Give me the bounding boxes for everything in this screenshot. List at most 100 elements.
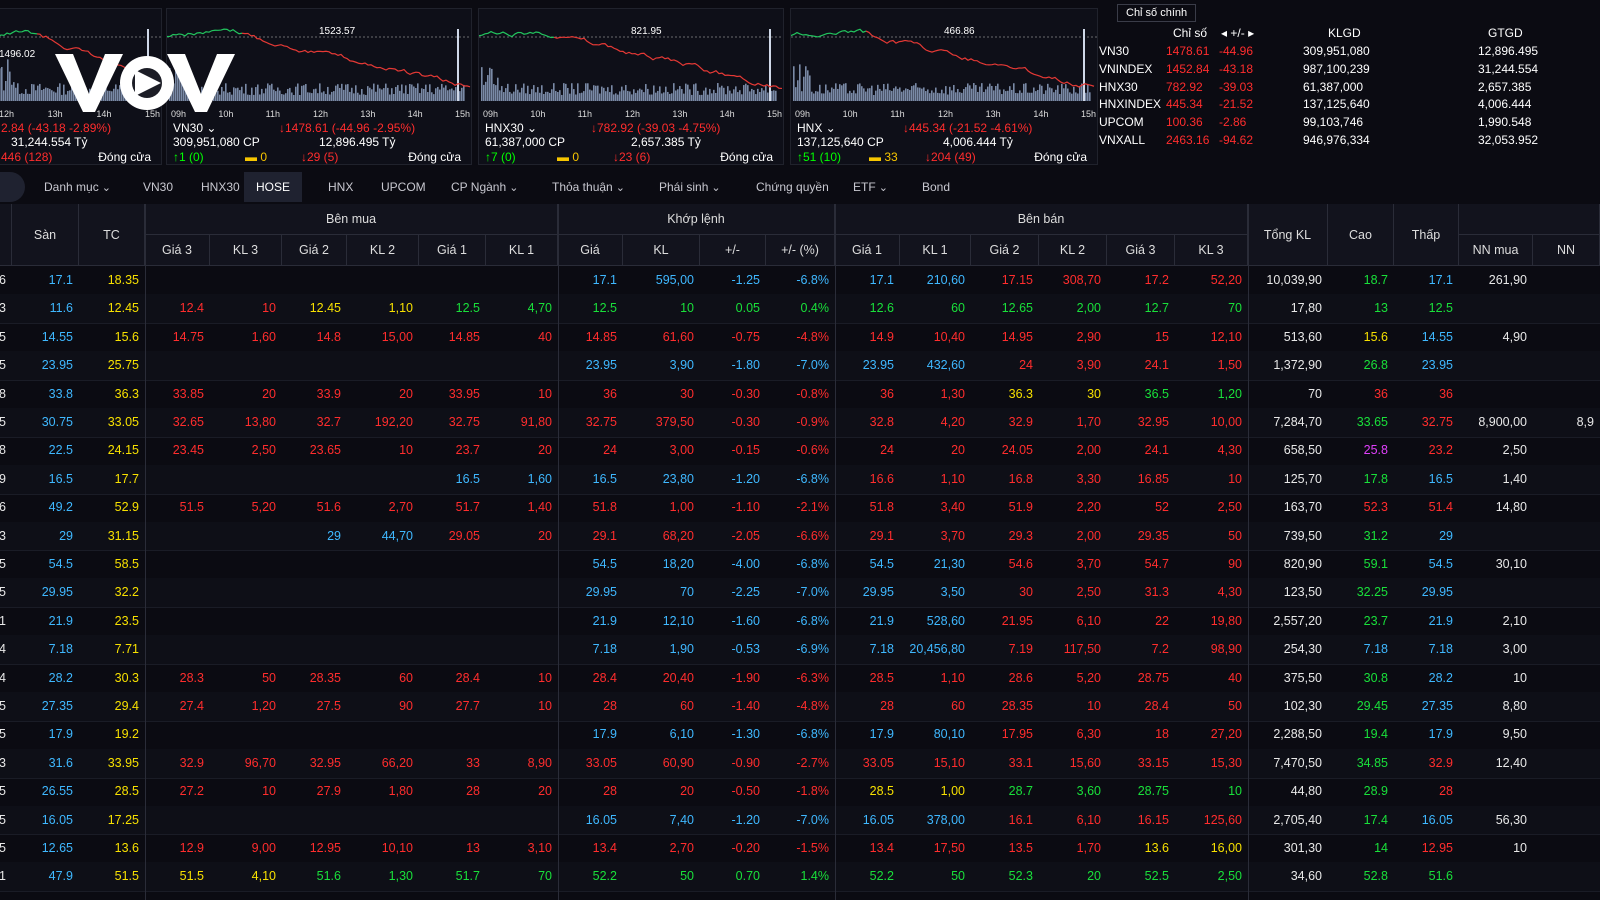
volume-bar [63, 84, 65, 101]
table-row[interactable]: 5 27.35 29.4 27.4 1,20 27.5 90 27.7 10 28 60 -1.40 -… [0, 692, 1600, 722]
time-tick: 15h [455, 109, 470, 119]
table-row[interactable]: 4 7.18 7.71 7.18 1,90 -0.53 -6.9% 7.18 20,456,80… [0, 635, 1600, 666]
table-row[interactable]: 3 29 31.15 29 44,70 29.05 20 29.1 68,20 -2.05 -6.6… [0, 521, 1600, 552]
index-chart-2[interactable]: 821.95 09h 10h 11h 12h 13h 14h 15h HNX30 ⌄ ↓782.9… [478, 8, 784, 165]
tab-hnx[interactable]: HNX [328, 172, 353, 202]
table-row[interactable]: 5 29.95 32.2 29.95 70 -2.25 -7.0% 29.95 3,50 30 2,… [0, 578, 1600, 609]
cell: 15,10 [933, 755, 965, 770]
menu-pill[interactable] [0, 172, 25, 202]
volume-bar [281, 94, 283, 101]
cell: -6.6% [796, 528, 829, 543]
volume-bar [429, 84, 431, 101]
index-value: 32,053.952 [1478, 133, 1539, 147]
volume-bar [337, 84, 339, 101]
tab-vn30[interactable]: VN30 [143, 172, 173, 202]
cell: -6.8% [796, 557, 829, 571]
index-selector[interactable]: VN30 ⌄ [173, 121, 217, 135]
volume-bar [523, 83, 525, 101]
tab-chứng-quyền[interactable]: Chứng quyền [756, 172, 829, 202]
index-chart-3[interactable]: 466.86 09h 10h 11h 12h 13h 14h 15h HNX ⌄ ↓445.34 … [790, 8, 1098, 165]
table-row[interactable]: 5 16.05 17.25 16.05 7,40 -1.20 -7.0% 16.05 378,0… [0, 805, 1600, 836]
cell: -0.6% [796, 443, 829, 458]
cell: 12,40 [1495, 755, 1527, 770]
cell: 33.05 [862, 755, 894, 770]
cell: 261,90 [1488, 273, 1527, 287]
table-row[interactable]: 8 33.8 36.3 33.85 20 33.9 20 33.95 10 36 30 -0.30 -0… [0, 380, 1600, 410]
idx-col-value: GTGD [1488, 26, 1523, 40]
cell: 23.95 [585, 358, 617, 373]
table-row[interactable]: 9 16.5 17.7 16.5 1,60 16.5 23,80 -1.20 -6.8% 16.6… [0, 464, 1600, 495]
tab-bond[interactable]: Bond [922, 172, 950, 202]
index-selector[interactable]: HNX30 ⌄ [485, 121, 538, 135]
cell: 32.65 [172, 415, 204, 429]
tab-cp-ngành[interactable]: CP Ngành ⌄ [451, 172, 518, 202]
index-selector[interactable]: HNX ⌄ [797, 121, 836, 135]
cell: 10 [680, 301, 694, 316]
volume-bar [683, 93, 685, 101]
sort-right-icon[interactable]: ▸ [1248, 26, 1255, 40]
volume-bar [797, 80, 799, 101]
cell: 33.95 [448, 386, 480, 401]
cell: 5 [0, 557, 6, 571]
volume-bar [931, 90, 933, 101]
table-row[interactable]: 5 30.75 33.05 32.65 13,80 32.7 192,20 32.75 91,8… [0, 408, 1600, 438]
cell: 54.6 [1008, 557, 1033, 571]
index-row[interactable]: VNINDEX 1452.84 -43.18 987,100,239 31,244.55… [1099, 62, 1600, 80]
volume-bar [887, 83, 889, 101]
volume-bar [21, 93, 23, 101]
cell: 1,10 [940, 670, 965, 685]
volume-bar [753, 90, 755, 101]
tab-etf[interactable]: ETF ⌄ [853, 172, 888, 202]
table-row[interactable]: 5 26.55 28.5 27.2 10 27.9 1,80 28 20 28 20 -0.50 -1.… [0, 777, 1600, 808]
cell: 29.3 [1008, 528, 1033, 543]
table-row[interactable]: 8 22.5 24.15 23.45 2,50 23.65 10 23.7 20 24 3,00 -0… [0, 436, 1600, 467]
cell: 308,70 [1062, 273, 1101, 287]
index-row[interactable]: UPCOM 100.36 -2.86 99,103,746 1,990.548 [1099, 115, 1600, 133]
table-row[interactable]: 6 17.1 18.35 17.1 595,00 -1.25 -6.8% 17.1 210,60… [0, 266, 1600, 296]
table-row[interactable]: 5 23.95 25.75 23.95 3,90 -1.80 -7.0% 23.95 432,6… [0, 351, 1600, 382]
volume-bar [857, 84, 859, 101]
volume-bar [577, 83, 579, 101]
volume-bar [433, 94, 435, 101]
advancing-count: ↑51 (10) [797, 150, 842, 164]
volume-bar [817, 91, 819, 101]
index-row[interactable]: HNX30 782.92 -39.03 61,387,000 2,657.385 [1099, 80, 1600, 98]
cell: 20 [680, 784, 694, 799]
index-row[interactable]: HNXINDEX 445.34 -21.52 137,125,640 4,006.444 [1099, 97, 1600, 115]
table-row[interactable]: 4 28.2 30.3 28.3 50 28.35 60 28.4 10 28.4 20,40 -1.… [0, 664, 1600, 694]
table-row[interactable]: 3 31.6 33.95 32.9 96,70 32.95 66,20 33 8,90 33.05… [0, 748, 1600, 779]
table-row[interactable]: 1 21.9 23.5 21.9 12,10 -1.60 -6.8% 21.9 528,60 21… [0, 607, 1600, 637]
volume-bar [829, 92, 831, 101]
tab-thỏa-thuận[interactable]: Thỏa thuận ⌄ [552, 172, 625, 202]
volume-bar [867, 88, 869, 101]
table-row[interactable]: 6 49.2 52.9 51.5 5,20 51.6 2,70 51.7 1,40 51.8 1,0… [0, 493, 1600, 524]
table-row[interactable]: 5 12.65 13.6 12.9 9,00 12.95 10,10 13 3,10 13.4 2,… [0, 834, 1600, 864]
table-row[interactable]: 5 14.55 15.6 14.75 1,60 14.8 15,00 14.85 40 14.85… [0, 323, 1600, 353]
tab-label: Phái sinh [659, 180, 709, 194]
tab-danh-mục[interactable]: Danh mục ⌄ [44, 172, 111, 202]
table-row[interactable]: 3 11.6 12.45 12.4 10 12.45 1,10 12.5 4,70 12.5 10 0… [0, 294, 1600, 325]
tab-phái-sinh[interactable]: Phái sinh ⌄ [659, 172, 721, 202]
table-row[interactable]: 5 54.5 58.5 54.5 18,20 -4.00 -6.8% 54.5 21,30 54.… [0, 550, 1600, 580]
volume-bar [419, 93, 421, 101]
cell: 3,40 [940, 500, 965, 515]
volume-bar [975, 85, 977, 101]
tab-upcom[interactable]: UPCOM [381, 172, 426, 202]
cell: 23.95 [41, 358, 73, 373]
sort-arrows-icon[interactable]: ◂ [1221, 26, 1228, 40]
tab-hose[interactable]: HOSE [244, 172, 303, 202]
table-row[interactable]: 5 17.9 19.2 17.9 6,10 -1.30 -6.8% 17.9 80,10 17.9… [0, 720, 1600, 751]
table-row[interactable]: 1 47.9 51.5 51.5 4,10 51.6 1,30 51.7 70 52.2 50 0.7… [0, 862, 1600, 893]
volume-bar [357, 92, 359, 101]
volume-bar [883, 83, 885, 101]
volume-bar [525, 93, 527, 101]
index-price: 445.34 [1166, 97, 1203, 112]
volume-bar [875, 90, 877, 101]
volume-bar [859, 83, 861, 101]
index-row[interactable]: VN30 1478.61 -44.96 309,951,080 12,896.495 [1099, 44, 1600, 62]
index-row[interactable]: VNXALL 2463.16 -94.62 946,976,334 32,053.952 [1099, 133, 1600, 151]
time-tick: 11h [890, 109, 904, 119]
tab-hnx30[interactable]: HNX30 [201, 172, 240, 202]
volume-bar [885, 89, 887, 101]
index-panel-tab[interactable]: Chỉ số chính [1117, 4, 1197, 22]
